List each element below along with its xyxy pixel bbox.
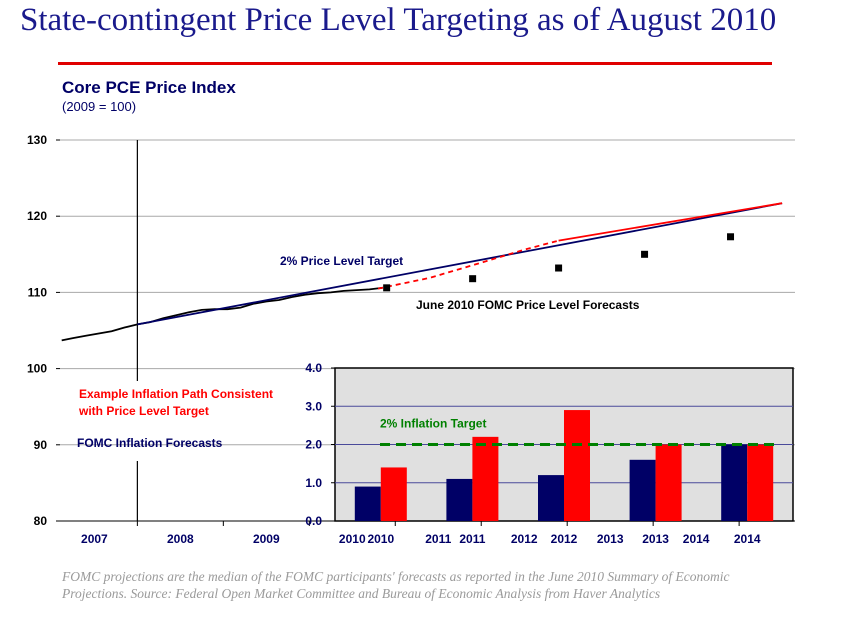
y-tick-label: 110 xyxy=(28,285,48,299)
slide-title: State-contingent Price Level Targeting a… xyxy=(20,2,777,38)
bar-fomc-2011 xyxy=(446,478,473,521)
x-tick-label: 2012 xyxy=(511,532,538,546)
inset-x-tick-label: 2011 xyxy=(459,532,485,546)
bar-path-2013 xyxy=(655,444,682,521)
series-line-solid-navy xyxy=(137,202,783,326)
x-tick-label: 2010 xyxy=(339,532,366,546)
main-axes: 80 90 100 110 120 130 2007 2008 2009 2010 2011 2012… xyxy=(27,133,795,546)
inset-x-tick-label: 2010 xyxy=(367,532,394,546)
bar-fomc-2013 xyxy=(629,459,656,521)
inset-x-tick-label: 2013 xyxy=(642,532,669,546)
x-tick-label: 2007 xyxy=(81,532,108,546)
forecast-marker xyxy=(469,275,477,283)
y-tick-label: 100 xyxy=(27,362,47,376)
series-line-solid-red xyxy=(558,202,783,242)
y-tick-label: 130 xyxy=(27,133,47,147)
bar-path-2010 xyxy=(380,467,407,521)
inset-y-tick-label: 4.0 xyxy=(305,361,322,375)
bar-fomc-2012 xyxy=(538,475,564,521)
inset-y-tick-label: 3.0 xyxy=(305,399,322,413)
inflation-target-label: 2% Inflation Target xyxy=(380,417,486,431)
annotation-price-target: 2% Price Level Target xyxy=(280,254,403,268)
chart-subtitle: (2009 = 100) xyxy=(62,99,136,114)
title-rule xyxy=(58,62,772,65)
x-tick-label: 2009 xyxy=(253,532,280,546)
x-tick-label: 2008 xyxy=(167,532,194,546)
inset-y-tick-label: 1.0 xyxy=(305,476,322,490)
inset-x-tick-label: 2014 xyxy=(734,532,761,546)
inset-x-tick-label: 2012 xyxy=(551,532,578,546)
y-tick-label: 90 xyxy=(34,438,48,452)
footnote: FOMC projections are the median of the F… xyxy=(62,569,730,601)
chart-title: Core PCE Price Index xyxy=(62,78,236,97)
inset-y-tick-label: 2.0 xyxy=(305,438,322,452)
annotation-fomc-forecasts: June 2010 FOMC Price Level Forecasts xyxy=(416,298,640,312)
x-tick-label: 2014 xyxy=(683,532,710,546)
x-tick-label: 2013 xyxy=(597,532,624,546)
x-tick-label: 2011 xyxy=(425,532,451,546)
bar-path-2014 xyxy=(747,444,774,521)
y-tick-label: 80 xyxy=(34,514,48,528)
bar-path-2012 xyxy=(564,410,590,521)
forecast-marker xyxy=(383,284,391,292)
forecast-marker xyxy=(555,264,563,272)
bar-path-2011 xyxy=(472,436,499,521)
main-series xyxy=(61,202,783,342)
forecast-marker xyxy=(727,233,735,241)
series-line-solid-black xyxy=(61,286,383,342)
forecast-marker xyxy=(641,250,649,258)
series-line-dashed-red xyxy=(377,239,559,290)
bar-fomc-2014 xyxy=(721,444,748,521)
y-tick-label: 120 xyxy=(27,209,47,223)
legend-red-line2: with Price Level Target xyxy=(78,404,209,418)
legend-navy: FOMC Inflation Forecasts xyxy=(77,436,223,450)
inset-y-tick-label: 0.0 xyxy=(305,514,322,528)
legend-red-line1: Example Inflation Path Consistent xyxy=(79,387,273,401)
bar-fomc-2010 xyxy=(354,486,381,521)
